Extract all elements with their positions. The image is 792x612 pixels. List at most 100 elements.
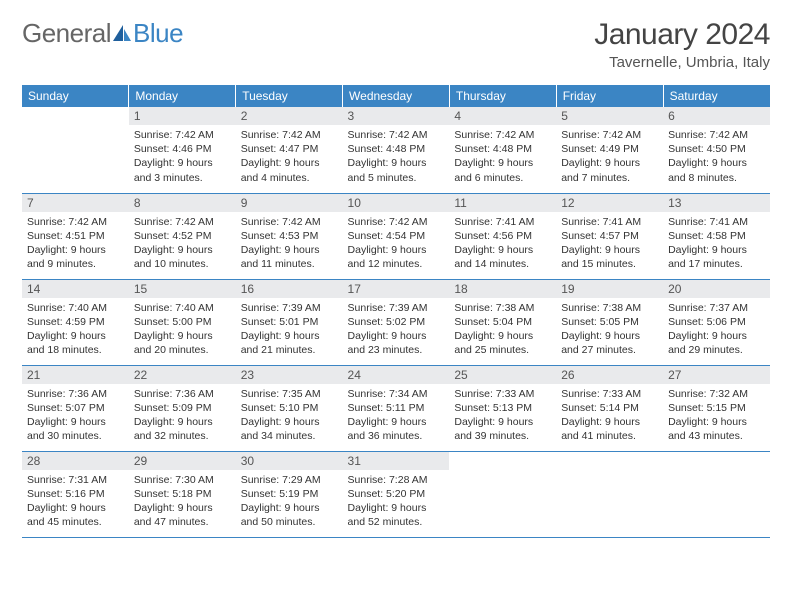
calendar-day-cell: 7Sunrise: 7:42 AMSunset: 4:51 PMDaylight…: [22, 193, 129, 279]
calendar-day-cell: 8Sunrise: 7:42 AMSunset: 4:52 PMDaylight…: [129, 193, 236, 279]
day-details: Sunrise: 7:41 AMSunset: 4:56 PMDaylight:…: [449, 212, 556, 277]
day-details: Sunrise: 7:36 AMSunset: 5:07 PMDaylight:…: [22, 384, 129, 449]
day-details: Sunrise: 7:34 AMSunset: 5:11 PMDaylight:…: [343, 384, 450, 449]
day-details: Sunrise: 7:28 AMSunset: 5:20 PMDaylight:…: [343, 470, 450, 535]
calendar-body: 1Sunrise: 7:42 AMSunset: 4:46 PMDaylight…: [22, 107, 770, 537]
day-number: 8: [129, 194, 236, 212]
day-number: 23: [236, 366, 343, 384]
weekday-header: Thursday: [449, 85, 556, 107]
day-details: Sunrise: 7:38 AMSunset: 5:05 PMDaylight:…: [556, 298, 663, 363]
calendar-day-cell: 26Sunrise: 7:33 AMSunset: 5:14 PMDayligh…: [556, 365, 663, 451]
page-header: General Blue January 2024 Tavernelle, Um…: [22, 18, 770, 71]
day-number: 2: [236, 107, 343, 125]
day-details: Sunrise: 7:32 AMSunset: 5:15 PMDaylight:…: [663, 384, 770, 449]
weekday-header: Wednesday: [343, 85, 450, 107]
day-details: Sunrise: 7:42 AMSunset: 4:48 PMDaylight:…: [343, 125, 450, 190]
calendar-day-cell: 5Sunrise: 7:42 AMSunset: 4:49 PMDaylight…: [556, 107, 663, 193]
day-number: 10: [343, 194, 450, 212]
day-details: Sunrise: 7:33 AMSunset: 5:14 PMDaylight:…: [556, 384, 663, 449]
calendar-day-cell: 4Sunrise: 7:42 AMSunset: 4:48 PMDaylight…: [449, 107, 556, 193]
calendar-day-cell: 22Sunrise: 7:36 AMSunset: 5:09 PMDayligh…: [129, 365, 236, 451]
weekday-header: Tuesday: [236, 85, 343, 107]
calendar-day-cell: 31Sunrise: 7:28 AMSunset: 5:20 PMDayligh…: [343, 451, 450, 537]
title-block: January 2024 Tavernelle, Umbria, Italy: [594, 18, 770, 71]
day-number: 29: [129, 452, 236, 470]
day-details: Sunrise: 7:40 AMSunset: 5:00 PMDaylight:…: [129, 298, 236, 363]
calendar-day-cell: 2Sunrise: 7:42 AMSunset: 4:47 PMDaylight…: [236, 107, 343, 193]
calendar-day-cell: [556, 451, 663, 537]
day-number: 27: [663, 366, 770, 384]
day-details: Sunrise: 7:37 AMSunset: 5:06 PMDaylight:…: [663, 298, 770, 363]
calendar-day-cell: 28Sunrise: 7:31 AMSunset: 5:16 PMDayligh…: [22, 451, 129, 537]
calendar-day-cell: 6Sunrise: 7:42 AMSunset: 4:50 PMDaylight…: [663, 107, 770, 193]
calendar-day-cell: [663, 451, 770, 537]
day-number: 14: [22, 280, 129, 298]
day-details: Sunrise: 7:42 AMSunset: 4:46 PMDaylight:…: [129, 125, 236, 190]
day-number: 20: [663, 280, 770, 298]
calendar-day-cell: 11Sunrise: 7:41 AMSunset: 4:56 PMDayligh…: [449, 193, 556, 279]
logo: General Blue: [22, 18, 183, 49]
calendar-day-cell: 13Sunrise: 7:41 AMSunset: 4:58 PMDayligh…: [663, 193, 770, 279]
calendar-week-row: 28Sunrise: 7:31 AMSunset: 5:16 PMDayligh…: [22, 451, 770, 537]
day-number: 16: [236, 280, 343, 298]
day-number: 30: [236, 452, 343, 470]
calendar-day-cell: 29Sunrise: 7:30 AMSunset: 5:18 PMDayligh…: [129, 451, 236, 537]
calendar-week-row: 21Sunrise: 7:36 AMSunset: 5:07 PMDayligh…: [22, 365, 770, 451]
calendar-day-cell: 18Sunrise: 7:38 AMSunset: 5:04 PMDayligh…: [449, 279, 556, 365]
calendar-day-cell: 3Sunrise: 7:42 AMSunset: 4:48 PMDaylight…: [343, 107, 450, 193]
weekday-header: Friday: [556, 85, 663, 107]
day-number: 7: [22, 194, 129, 212]
calendar-day-cell: 12Sunrise: 7:41 AMSunset: 4:57 PMDayligh…: [556, 193, 663, 279]
day-details: Sunrise: 7:42 AMSunset: 4:54 PMDaylight:…: [343, 212, 450, 277]
day-number: 11: [449, 194, 556, 212]
calendar-day-cell: 23Sunrise: 7:35 AMSunset: 5:10 PMDayligh…: [236, 365, 343, 451]
calendar-day-cell: 10Sunrise: 7:42 AMSunset: 4:54 PMDayligh…: [343, 193, 450, 279]
day-details: Sunrise: 7:42 AMSunset: 4:49 PMDaylight:…: [556, 125, 663, 190]
calendar-day-cell: [449, 451, 556, 537]
calendar-week-row: 14Sunrise: 7:40 AMSunset: 4:59 PMDayligh…: [22, 279, 770, 365]
weekday-header: Sunday: [22, 85, 129, 107]
day-details: Sunrise: 7:42 AMSunset: 4:53 PMDaylight:…: [236, 212, 343, 277]
calendar-day-cell: 24Sunrise: 7:34 AMSunset: 5:11 PMDayligh…: [343, 365, 450, 451]
day-number: 9: [236, 194, 343, 212]
day-number: 4: [449, 107, 556, 125]
day-details: Sunrise: 7:42 AMSunset: 4:52 PMDaylight:…: [129, 212, 236, 277]
day-details: Sunrise: 7:41 AMSunset: 4:58 PMDaylight:…: [663, 212, 770, 277]
day-details: Sunrise: 7:42 AMSunset: 4:51 PMDaylight:…: [22, 212, 129, 277]
day-details: Sunrise: 7:38 AMSunset: 5:04 PMDaylight:…: [449, 298, 556, 363]
day-details: Sunrise: 7:35 AMSunset: 5:10 PMDaylight:…: [236, 384, 343, 449]
calendar-day-cell: 25Sunrise: 7:33 AMSunset: 5:13 PMDayligh…: [449, 365, 556, 451]
day-details: Sunrise: 7:39 AMSunset: 5:02 PMDaylight:…: [343, 298, 450, 363]
location-label: Tavernelle, Umbria, Italy: [594, 54, 770, 71]
day-number: 13: [663, 194, 770, 212]
day-number: 21: [22, 366, 129, 384]
weekday-header-row: SundayMondayTuesdayWednesdayThursdayFrid…: [22, 85, 770, 107]
weekday-header: Saturday: [663, 85, 770, 107]
calendar-day-cell: [22, 107, 129, 193]
day-details: Sunrise: 7:29 AMSunset: 5:19 PMDaylight:…: [236, 470, 343, 535]
calendar-day-cell: 15Sunrise: 7:40 AMSunset: 5:00 PMDayligh…: [129, 279, 236, 365]
day-number: 12: [556, 194, 663, 212]
weekday-header: Monday: [129, 85, 236, 107]
logo-word-2: Blue: [133, 18, 183, 49]
day-number: 25: [449, 366, 556, 384]
day-details: Sunrise: 7:36 AMSunset: 5:09 PMDaylight:…: [129, 384, 236, 449]
day-number: 6: [663, 107, 770, 125]
calendar-day-cell: 21Sunrise: 7:36 AMSunset: 5:07 PMDayligh…: [22, 365, 129, 451]
calendar-day-cell: 9Sunrise: 7:42 AMSunset: 4:53 PMDaylight…: [236, 193, 343, 279]
day-number: 22: [129, 366, 236, 384]
day-number: 5: [556, 107, 663, 125]
day-number: 1: [129, 107, 236, 125]
day-details: Sunrise: 7:31 AMSunset: 5:16 PMDaylight:…: [22, 470, 129, 535]
calendar-table: SundayMondayTuesdayWednesdayThursdayFrid…: [22, 85, 770, 538]
day-number: 3: [343, 107, 450, 125]
month-title: January 2024: [594, 18, 770, 52]
day-number: 28: [22, 452, 129, 470]
calendar-day-cell: 1Sunrise: 7:42 AMSunset: 4:46 PMDaylight…: [129, 107, 236, 193]
logo-word-1: General: [22, 18, 111, 49]
day-details: Sunrise: 7:39 AMSunset: 5:01 PMDaylight:…: [236, 298, 343, 363]
calendar-day-cell: 16Sunrise: 7:39 AMSunset: 5:01 PMDayligh…: [236, 279, 343, 365]
day-details: Sunrise: 7:40 AMSunset: 4:59 PMDaylight:…: [22, 298, 129, 363]
day-details: Sunrise: 7:33 AMSunset: 5:13 PMDaylight:…: [449, 384, 556, 449]
day-number: 24: [343, 366, 450, 384]
